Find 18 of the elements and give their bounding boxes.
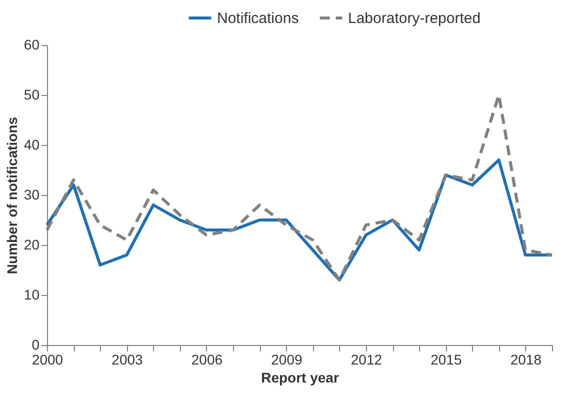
y-tick-label: 40 xyxy=(24,136,40,152)
x-tick-label: 2009 xyxy=(271,352,302,368)
y-tick-label: 50 xyxy=(24,86,40,102)
x-tick-label: 2006 xyxy=(191,352,223,368)
y-tick-label: 20 xyxy=(24,236,40,252)
y-tick-label: 0 xyxy=(32,336,40,352)
x-tick-label: 2000 xyxy=(32,352,64,368)
x-tick-label: 2015 xyxy=(430,352,462,368)
y-tick-label: 10 xyxy=(24,286,40,302)
y-tick-label: 30 xyxy=(24,186,40,202)
y-axis-title: Number of notifications xyxy=(4,116,20,274)
y-tick-label: 60 xyxy=(24,36,40,52)
legend-label: Laboratory-reported xyxy=(348,10,481,27)
x-tick-label: 2003 xyxy=(112,352,144,368)
x-tick-label: 2012 xyxy=(350,352,382,368)
x-axis-title: Report year xyxy=(261,370,340,386)
legend-label: Notifications xyxy=(217,10,299,27)
x-tick-label: 2018 xyxy=(510,352,542,368)
